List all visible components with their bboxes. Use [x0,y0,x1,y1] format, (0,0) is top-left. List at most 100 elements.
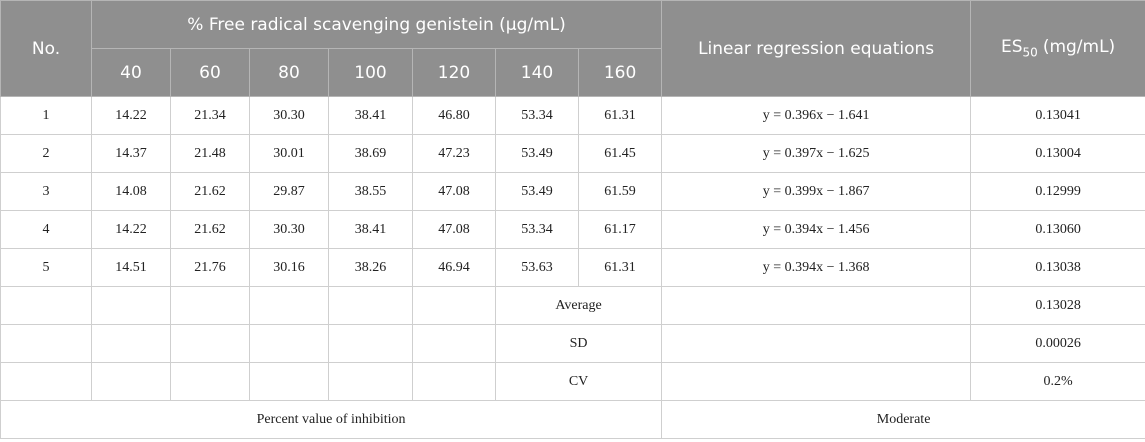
header-text: (mg/mL) [1042,37,1116,58]
cell: 61.17 [577,210,663,249]
header-row: 40 60 80 100 120 140 160 [1,48,1145,97]
cell: y = 0.396x − 1.641 [661,96,972,135]
table-row: SD 0.00026 [0,324,1145,363]
table-row: 1 14.22 21.34 30.30 38.41 46.80 53.34 61.31 y = … [0,96,1145,135]
cell [412,324,496,363]
cell: 5 [0,248,92,287]
cell [0,286,92,325]
cell: 3 [0,172,92,211]
cell [0,324,92,363]
header-cell: 60 [170,48,250,97]
header-text: ES [1000,37,1023,58]
cell: 46.94 [412,248,496,287]
cell: 61.45 [577,134,663,173]
cell: 21.48 [170,134,250,173]
cell: 61.31 [577,248,663,287]
cell: 21.62 [170,172,250,211]
cell: 14.22 [91,210,171,249]
cell [661,286,972,325]
cell [249,362,329,401]
cell: 38.41 [328,96,413,135]
cell: 53.49 [495,134,579,173]
cell [661,362,972,401]
cell: 0.13038 [970,248,1145,287]
cell: 30.16 [249,248,329,287]
cell [661,324,972,363]
cell: 61.31 [577,96,663,135]
cell [91,362,171,401]
cell: Average [494,286,663,325]
cell: y = 0.399x − 1.867 [661,172,972,211]
cell: 30.30 [249,210,329,249]
cell [328,362,413,401]
table-row: Percent value of inhibition Moderate [0,400,1145,439]
cell: y = 0.394x − 1.368 [661,248,972,287]
cell [91,286,171,325]
header-cell: 80 [249,48,329,97]
cell: 14.08 [91,172,171,211]
table-row: 3 14.08 21.62 29.87 38.55 47.08 53.49 61.59 y = … [0,172,1145,211]
cell [170,324,250,363]
cell: 38.55 [328,172,413,211]
cell: 53.34 [495,210,579,249]
table-row: Average 0.13028 [0,286,1145,325]
cell [412,286,496,325]
table-row: 2 14.37 21.48 30.01 38.69 47.23 53.49 61.45 y = … [0,134,1145,173]
cell: 47.23 [412,134,496,173]
cell: Percent value of inhibition [0,400,663,439]
cell: 0.2% [970,362,1145,401]
cell [328,286,413,325]
cell: y = 0.397x − 1.625 [661,134,972,173]
header-cell: 140 [495,48,579,97]
header-cell: ES50 (mg/mL) [970,0,1145,97]
table-row: 4 14.22 21.62 30.30 38.41 47.08 53.34 61.17 y = … [0,210,1145,249]
cell: 0.00026 [970,324,1145,363]
cell: 29.87 [249,172,329,211]
cell: 30.01 [249,134,329,173]
cell [249,286,329,325]
cell: 1 [0,96,92,135]
cell: 21.76 [170,248,250,287]
header-row: No.% Free radical scavenging genistein (… [0,0,1145,97]
cell: 0.13028 [970,286,1145,325]
cell: 21.34 [170,96,250,135]
header-cell: Linear regression equations [661,0,972,97]
cell: 47.08 [412,172,496,211]
cell: 0.13041 [970,96,1145,135]
table-row: 5 14.51 21.76 30.16 38.26 46.94 53.63 61.31 y = … [0,248,1145,287]
cell: 61.59 [577,172,663,211]
cell [328,324,413,363]
cell: 53.49 [495,172,579,211]
cell [412,362,496,401]
header-cell: 40 [91,48,171,97]
cell: 46.80 [412,96,496,135]
cell: 14.51 [91,248,171,287]
header-cell: 160 [577,48,663,97]
header-cell: 100 [328,48,413,97]
cell: 38.41 [328,210,413,249]
cell: 0.13004 [970,134,1145,173]
cell: CV [494,362,663,401]
cell: 0.12999 [970,172,1145,211]
cell: 0.13060 [970,210,1145,249]
cell: 47.08 [412,210,496,249]
cell: 14.22 [91,96,171,135]
cell [170,286,250,325]
cell: SD [494,324,663,363]
header-cell: 120 [412,48,496,97]
table-row: CV 0.2% [0,362,1145,401]
cell: 21.62 [170,210,250,249]
header-cell: No. [0,0,92,97]
cell: 53.34 [495,96,579,135]
cell: 53.63 [495,248,579,287]
cell: y = 0.394x − 1.456 [661,210,972,249]
header-subscript: 50 [1022,45,1038,60]
cell: 30.30 [249,96,329,135]
cell [0,362,92,401]
cell [249,324,329,363]
cell: Moderate [661,400,1145,439]
cell: 14.37 [91,134,171,173]
header-cell: % Free radical scavenging genistein (μg/… [90,0,663,49]
